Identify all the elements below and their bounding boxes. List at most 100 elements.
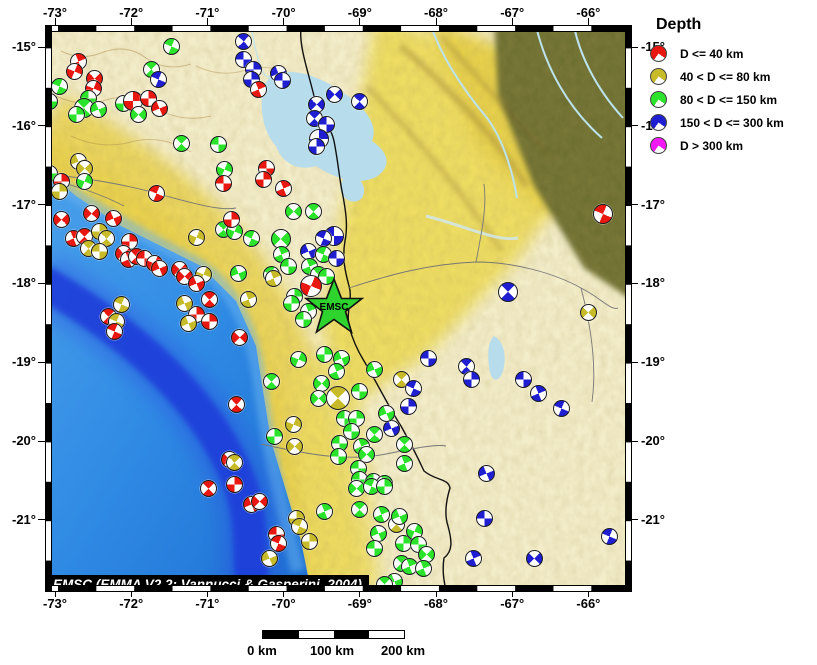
axis-tick-left — [38, 46, 45, 48]
axis-label-right: -18° — [641, 275, 665, 291]
focal-mechanism-beachball — [75, 172, 93, 190]
focal-mechanism-beachball — [230, 328, 248, 346]
focal-mechanism-beachball — [187, 228, 205, 246]
focal-mechanism-beachball — [269, 534, 287, 552]
map-frame-top — [46, 26, 631, 32]
focal-mechanism-beachball — [600, 527, 618, 545]
legend-item: D > 300 km — [650, 134, 815, 157]
focal-mechanism-beachball — [347, 479, 365, 497]
focal-mechanism-beachball — [200, 312, 218, 330]
scale-label-200km: 200 km — [380, 643, 426, 658]
focal-mechanism-beachball — [395, 435, 413, 453]
axis-tick-bottom — [206, 591, 208, 597]
focal-mechanism-beachball — [329, 447, 347, 465]
focal-mechanism-beachball — [249, 80, 267, 98]
focal-mechanism-beachball — [350, 92, 368, 110]
focal-mechanism-beachball — [375, 477, 393, 495]
scale-bar-segment — [263, 631, 298, 638]
scale-label-0km: 0 km — [247, 643, 277, 658]
focal-mechanism-beachball — [229, 264, 247, 282]
axis-label-left: -20° — [12, 433, 36, 448]
focal-mechanism-beachball — [326, 386, 350, 410]
focal-mechanism-beachball — [327, 362, 345, 380]
focal-mechanism-beachball — [350, 382, 368, 400]
axis-tick-top — [130, 18, 132, 25]
axis-tick-right — [631, 204, 638, 206]
focal-mechanism-beachball — [50, 182, 68, 200]
depth-legend: Depth D <= 40 km 40 < D <= 80 km 80 < D <=… — [650, 16, 815, 157]
focal-mechanism-beachball — [314, 229, 332, 247]
legend-item: D <= 40 km — [650, 42, 815, 65]
axis-label-left: -16° — [12, 117, 36, 133]
focal-mechanism-beachball — [529, 384, 547, 402]
beachball-layer — [46, 26, 631, 591]
axis-tick-bottom — [130, 591, 132, 597]
axis-tick-top — [54, 18, 56, 25]
focal-mechanism-beachball — [315, 345, 333, 363]
axis-tick-bottom — [511, 591, 513, 597]
axis-tick-top — [283, 18, 285, 25]
axis-tick-bottom — [54, 591, 56, 597]
focal-mechanism-beachball — [82, 204, 100, 222]
focal-mechanism-beachball — [284, 202, 302, 220]
focal-mechanism-beachball — [404, 379, 422, 397]
focal-mechanism-beachball — [105, 322, 123, 340]
focal-mechanism-beachball — [225, 453, 243, 471]
focal-mechanism-beachball — [357, 445, 375, 463]
axis-tick-right — [631, 519, 638, 521]
scale-label-100km: 100 km — [309, 643, 355, 658]
axis-tick-bottom — [283, 591, 285, 597]
focal-mechanism-beachball — [254, 170, 272, 188]
map-frame-bottom — [46, 585, 631, 591]
focal-mechanism-beachball — [162, 37, 180, 55]
focal-mechanism-beachball — [377, 404, 395, 422]
focal-mechanism-beachball — [273, 71, 291, 89]
focal-mechanism-beachball — [209, 135, 227, 153]
axis-label-top: -71° — [195, 5, 220, 20]
axis-label-right: -20° — [641, 433, 665, 448]
focal-mechanism-beachball — [225, 475, 243, 493]
focal-mechanism-beachball — [67, 105, 85, 123]
focal-mechanism-beachball — [365, 425, 383, 443]
focal-mechanism-beachball — [250, 492, 268, 510]
axis-tick-right — [631, 46, 638, 48]
axis-label-left: -18° — [12, 275, 36, 291]
focal-mechanism-beachball — [284, 415, 302, 433]
axis-label-top: -66° — [576, 5, 601, 20]
axis-label-bottom: -68° — [424, 596, 448, 611]
focal-mechanism-beachball — [214, 174, 232, 192]
focal-mechanism-beachball — [365, 360, 383, 378]
focal-mechanism-beachball — [350, 500, 368, 518]
axis-tick-bottom — [435, 591, 437, 597]
axis-tick-left — [38, 125, 45, 127]
focal-mechanism-beachball — [290, 517, 308, 535]
focal-mechanism-beachball — [289, 350, 307, 368]
focal-mechanism-beachball — [315, 502, 333, 520]
axis-label-top: -69° — [347, 5, 372, 20]
axis-label-bottom: -66° — [576, 596, 601, 611]
focal-mechanism-beachball — [299, 242, 317, 260]
axis-tick-left — [38, 282, 45, 284]
focal-mechanism-beachball — [239, 290, 257, 308]
focal-mechanism-beachball — [199, 479, 217, 497]
legend-item: 40 < D <= 80 km — [650, 65, 815, 88]
axis-tick-left — [38, 361, 45, 363]
axis-label-right: -17° — [641, 196, 665, 212]
focal-mechanism-beachball — [419, 349, 437, 367]
focal-mechanism-beachball — [265, 427, 283, 445]
focal-mechanism-beachball — [312, 374, 330, 392]
axis-tick-top — [435, 18, 437, 25]
axis-label-bottom: -69° — [347, 596, 372, 611]
focal-mechanism-beachball — [129, 105, 147, 123]
legend-beachball-icon — [650, 137, 667, 154]
focal-mechanism-beachball — [172, 134, 190, 152]
legend-item-label: D <= 40 km — [680, 46, 744, 61]
focal-mechanism-beachball — [395, 454, 413, 472]
legend-item-label: 40 < D <= 80 km — [680, 69, 771, 84]
focal-mechanism-beachball — [498, 282, 518, 302]
legend-beachball-icon — [650, 91, 667, 108]
focal-mechanism-beachball — [200, 290, 218, 308]
focal-mechanism-beachball — [50, 77, 68, 95]
focal-mechanism-beachball — [264, 269, 282, 287]
focal-mechanism-beachball — [464, 549, 482, 567]
